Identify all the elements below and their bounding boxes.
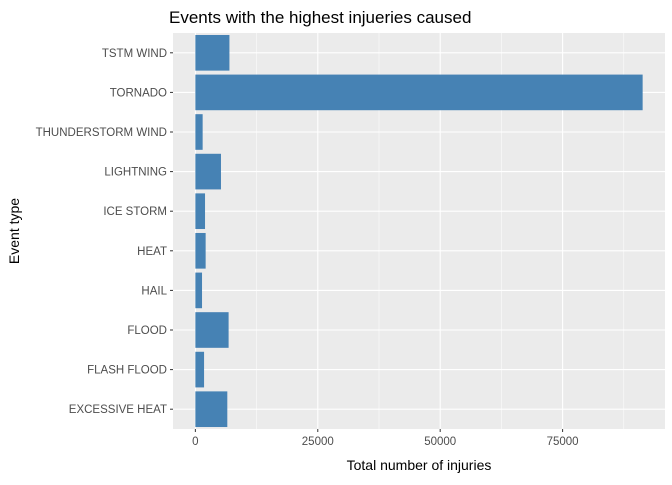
- y-tick-label: TORNADO: [110, 87, 167, 99]
- y-tick-label: HAIL: [141, 285, 167, 297]
- y-tick-label: FLOOD: [127, 325, 167, 337]
- y-tick-label: ICE STORM: [103, 206, 167, 218]
- bar-tstm-wind: [195, 34, 230, 71]
- x-tick-label: 25000: [302, 436, 334, 448]
- bar-flash-flood: [195, 351, 205, 388]
- bar-thunderstorm-wind: [195, 114, 203, 150]
- bar-lightning: [195, 153, 221, 190]
- bar-heat: [195, 232, 206, 269]
- bars: [195, 34, 643, 428]
- y-tick-label: EXCESSIVE HEAT: [69, 404, 167, 416]
- y-tick-label: TSTM WIND: [102, 48, 167, 60]
- bar-flood: [195, 312, 229, 348]
- bar-hail: [195, 272, 203, 309]
- x-tick-label: 75000: [547, 436, 579, 448]
- bar-excessive-heat: [195, 391, 228, 428]
- bar-tornado: [195, 74, 643, 111]
- x-axis: 0 25000 50000 75000: [192, 429, 579, 448]
- x-axis-title: Total number of injuries: [347, 457, 492, 473]
- y-tick-label: LIGHTNING: [104, 167, 167, 179]
- y-tick-label: FLASH FLOOD: [87, 365, 167, 377]
- bar-ice-storm: [195, 193, 206, 230]
- y-tick-label: HEAT: [137, 246, 167, 258]
- y-axis: TSTM WIND TORNADO THUNDERSTORM WIND LIGHTNI…: [36, 48, 173, 416]
- chart-title: Events with the highest injueries caused: [169, 8, 471, 27]
- x-tick-label: 50000: [424, 436, 456, 448]
- y-axis-title: Event type: [6, 198, 22, 264]
- x-tick-label: 0: [192, 436, 198, 448]
- y-tick-label: THUNDERSTORM WIND: [36, 127, 167, 139]
